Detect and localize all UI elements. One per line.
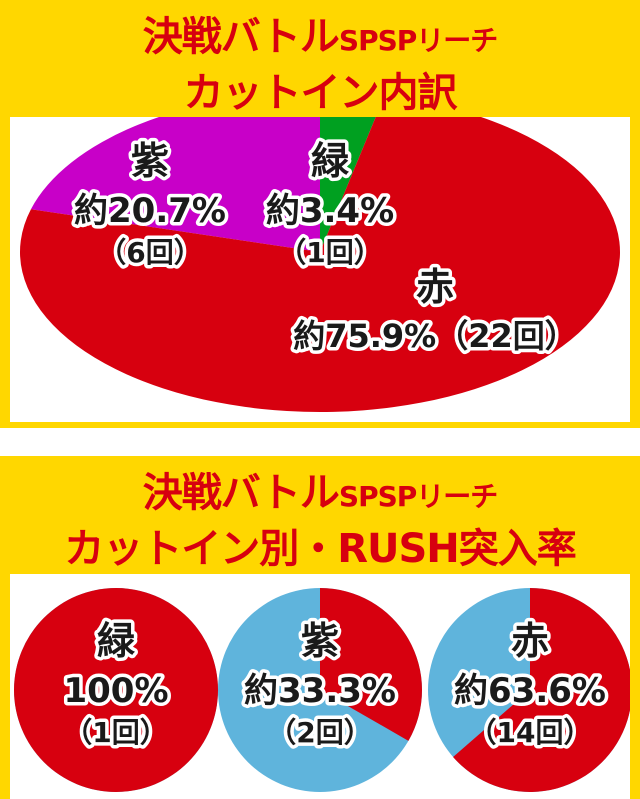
title-main: 決戦バトル (142, 14, 340, 60)
title-sub: SPSPリーチ (338, 24, 498, 57)
pie-count: （1回） (64, 716, 167, 749)
slice-name-green: 緑 (311, 139, 350, 183)
rush-rate-panel: 決戦バトルSPSPリーチ カットイン別・RUSH突入率 緑 100% （1回） 紫約3… (0, 456, 640, 799)
pie-rush-portion (320, 588, 422, 741)
slice-percent-red: 約75.9%（22回） (293, 317, 577, 355)
slice-name-purple: 紫 (131, 139, 169, 183)
rush-pie-0: 緑 100% （1回） (14, 588, 218, 792)
breakdown-title-line1: 決戦バトルSPSPリーチ (0, 4, 640, 62)
slice-name-red: 赤 (416, 265, 454, 309)
pie-slice-2 (20, 117, 620, 412)
pie-percent: 約33.3% (244, 671, 396, 711)
rush-chart-area: 緑 100% （1回） 紫約33.3% （2回） 赤約63.6% （14回） (10, 574, 630, 799)
slice-percent-green: 約3.4% (266, 191, 394, 231)
rush-title-line1: 決戦バトルSPSPリーチ (0, 460, 640, 518)
pie-name: 紫 (301, 619, 339, 663)
breakdown-panel: 決戦バトルSPSPリーチ カットイン内訳 紫約20.7% （6回） 緑約3.4% （1… (0, 0, 640, 428)
pie-percent: 100% (63, 671, 168, 711)
slice-count-green: （1回） (278, 236, 381, 269)
pie-rush-portion (453, 588, 630, 792)
pie-percent: 約63.6% (454, 671, 606, 711)
slice-count-purple: （6回） (98, 236, 201, 269)
pie-slice-0 (30, 117, 320, 252)
pie-count: （14回） (469, 716, 592, 749)
pie-name: 赤 (511, 619, 549, 663)
pie-name: 緑 (97, 619, 136, 663)
pie-count: （2回） (268, 716, 371, 749)
title-sub: SPSPリーチ (338, 480, 498, 513)
breakdown-title-line2: カットイン内訳 (183, 70, 458, 116)
title-main: 決戦バトル (142, 470, 340, 516)
rush-title-line2: カットイン別・RUSH突入率 (64, 526, 577, 572)
pie-rush-portion (14, 588, 218, 792)
pie-slice-1 (320, 117, 376, 252)
slice-percent-purple: 約20.7% (74, 191, 226, 231)
breakdown-chart-area: 紫約20.7% （6回） 緑約3.4% （1回） 赤約75.9%（22回） (10, 117, 630, 422)
